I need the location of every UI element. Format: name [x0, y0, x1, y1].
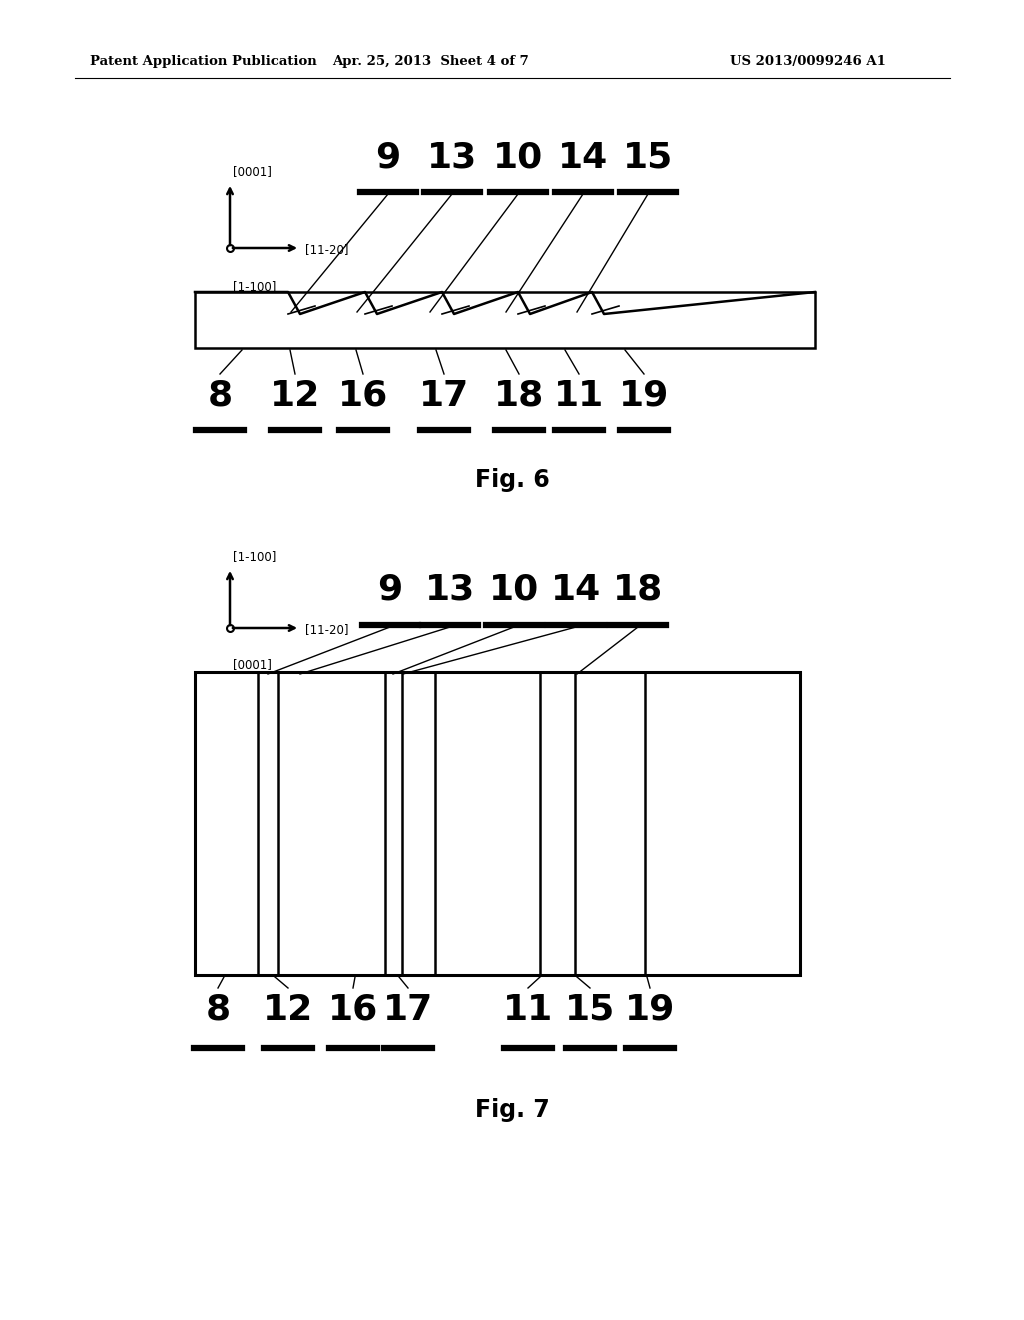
Text: Fig. 6: Fig. 6: [475, 469, 549, 492]
Text: 16: 16: [338, 379, 388, 413]
Text: 9: 9: [376, 141, 400, 176]
Bar: [195, 292, 815, 348]
Text: 14: 14: [558, 141, 608, 176]
Text: 12: 12: [263, 993, 313, 1027]
Text: 15: 15: [623, 141, 673, 176]
Text: [0001]: [0001]: [233, 657, 272, 671]
Text: 16: 16: [328, 993, 378, 1027]
Text: 13: 13: [425, 573, 475, 607]
Text: 19: 19: [625, 993, 675, 1027]
Text: 15: 15: [565, 993, 615, 1027]
Text: 8: 8: [206, 993, 230, 1027]
Text: [11-20]: [11-20]: [305, 623, 348, 636]
Text: 11: 11: [503, 993, 553, 1027]
Text: [11-20]: [11-20]: [305, 243, 348, 256]
Text: 17: 17: [383, 993, 433, 1027]
Text: 14: 14: [551, 573, 601, 607]
Text: 19: 19: [618, 379, 670, 413]
Text: 9: 9: [378, 573, 402, 607]
Text: 13: 13: [427, 141, 477, 176]
Text: Fig. 7: Fig. 7: [475, 1098, 549, 1122]
Text: [0001]: [0001]: [233, 165, 272, 178]
Text: 18: 18: [613, 573, 664, 607]
Text: Apr. 25, 2013  Sheet 4 of 7: Apr. 25, 2013 Sheet 4 of 7: [332, 55, 528, 69]
Text: [1-100]: [1-100]: [233, 280, 276, 293]
Text: 18: 18: [494, 379, 544, 413]
Text: 17: 17: [419, 379, 469, 413]
Text: [1-100]: [1-100]: [233, 550, 276, 564]
Text: 8: 8: [208, 379, 232, 413]
Text: 10: 10: [488, 573, 539, 607]
Text: US 2013/0099246 A1: US 2013/0099246 A1: [730, 55, 886, 69]
Text: 12: 12: [270, 379, 321, 413]
Text: 11: 11: [554, 379, 604, 413]
Text: 10: 10: [493, 141, 543, 176]
Bar: [195, 672, 800, 975]
Text: Patent Application Publication: Patent Application Publication: [90, 55, 316, 69]
